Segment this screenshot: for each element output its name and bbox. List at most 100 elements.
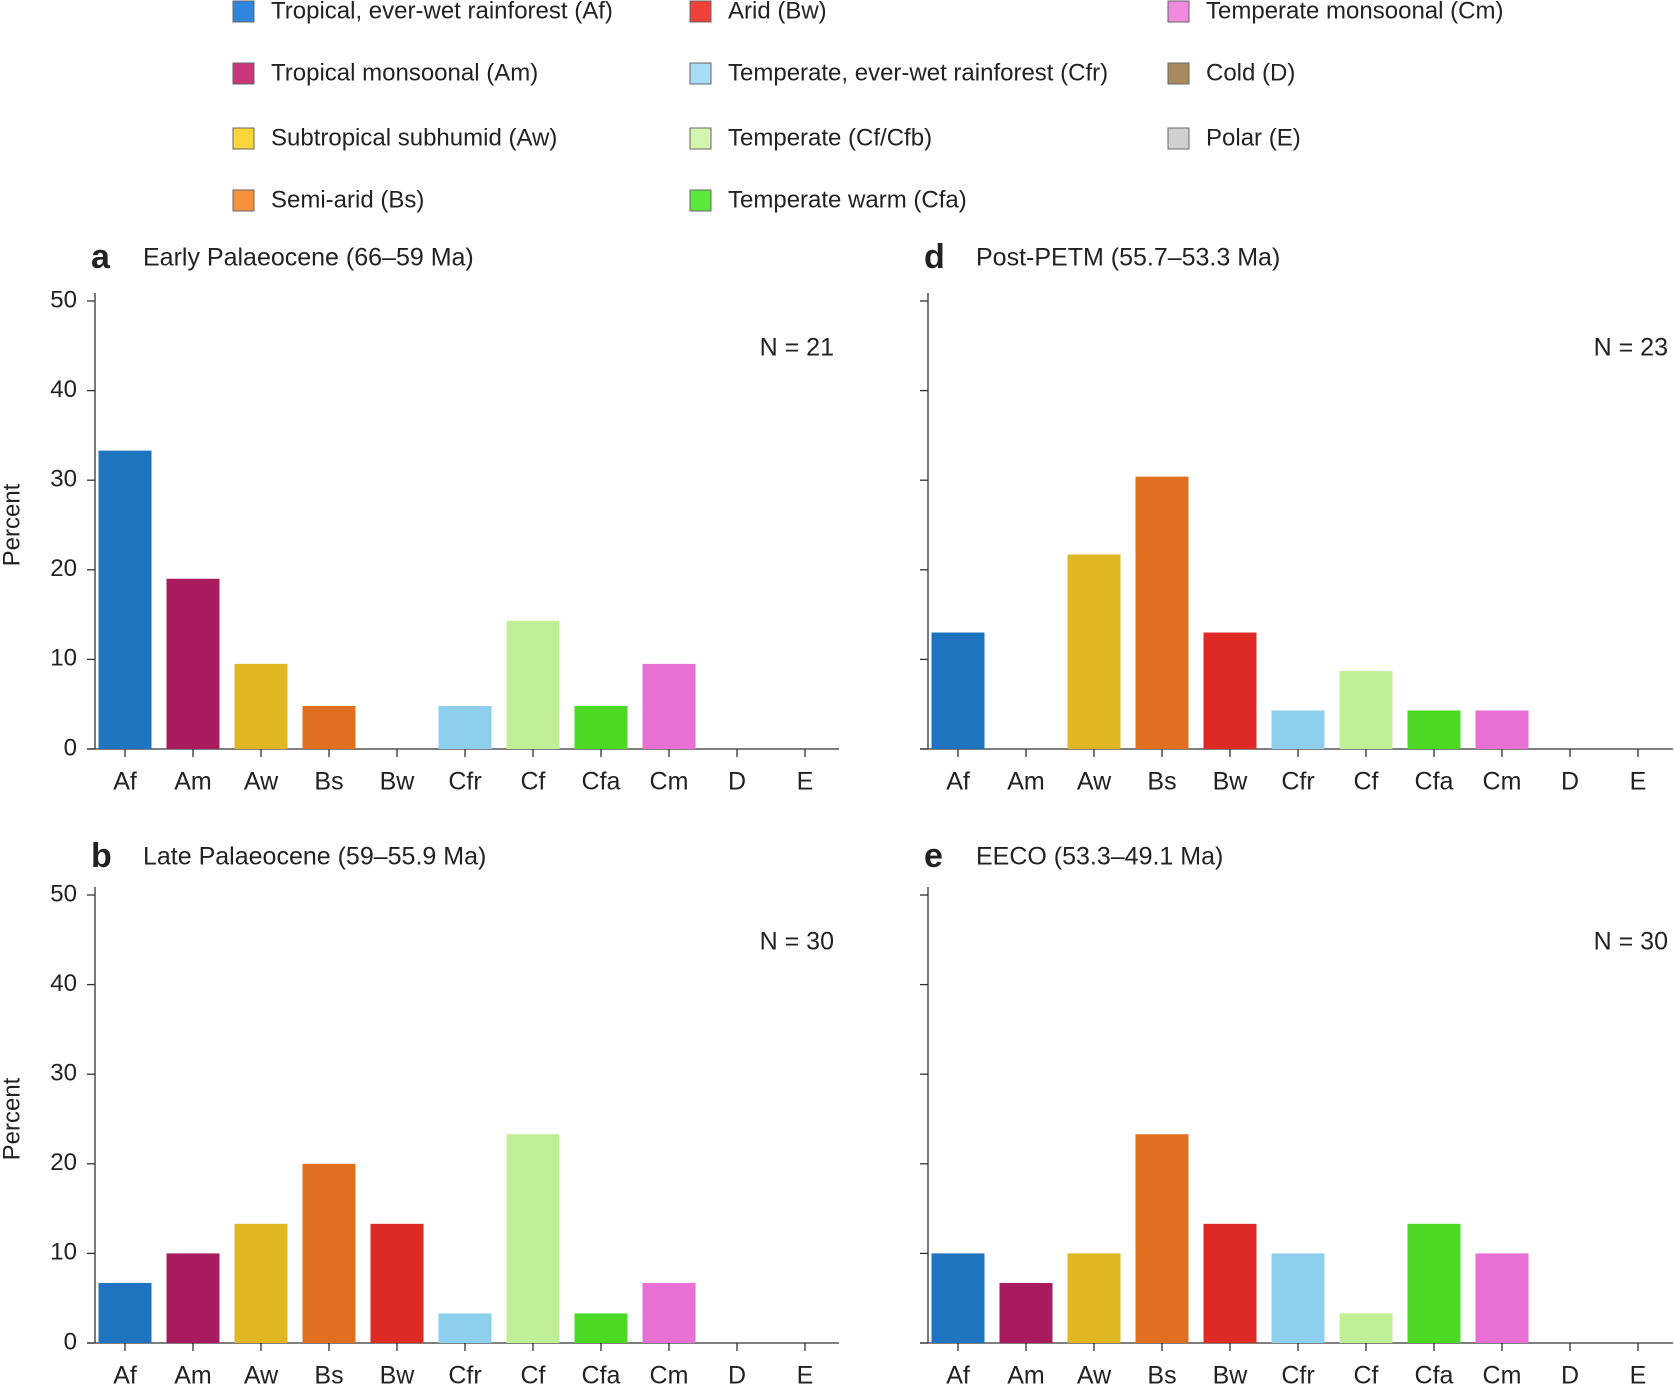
legend-swatch [1167, 127, 1190, 150]
x-tick-label: Af [946, 768, 970, 796]
bar [1203, 1223, 1257, 1343]
y-tick-label: 50 [50, 880, 77, 907]
x-tick-label: E [797, 768, 814, 796]
bar [642, 1282, 696, 1343]
x-tick-label: Aw [244, 1362, 279, 1390]
legend-swatch [689, 127, 712, 150]
bar [438, 1313, 492, 1343]
y-tick-label: 20 [50, 1149, 77, 1176]
panel-letter: e [924, 837, 943, 875]
bar [1135, 476, 1189, 749]
bar [302, 1163, 356, 1343]
x-tick-label: Bs [1147, 1362, 1176, 1390]
annotation: N = 23 [1594, 334, 1668, 362]
x-tick-label: Am [1007, 768, 1045, 796]
bar [1135, 1134, 1189, 1343]
bar [1271, 710, 1325, 749]
x-tick-label: Af [113, 1362, 137, 1390]
x-tick-label: Bw [380, 768, 416, 796]
bar [506, 1134, 560, 1343]
y-tick-label: 30 [50, 1060, 77, 1087]
panel-title: EECO (53.3–49.1 Ma) [976, 843, 1223, 871]
x-tick-label: E [1630, 768, 1647, 796]
legend-label: Subtropical subhumid (Aw) [271, 124, 557, 151]
x-tick-label: Bs [1147, 768, 1176, 796]
annotation: N = 30 [760, 928, 834, 956]
legend-label: Temperate, ever-wet rainforest (Cfr) [728, 59, 1108, 86]
x-tick-label: Cf [521, 768, 546, 796]
bar [574, 705, 628, 749]
bar [1407, 1223, 1461, 1343]
x-tick-label: D [728, 1362, 746, 1390]
y-tick-label: 10 [50, 1239, 77, 1266]
x-tick-label: D [728, 768, 746, 796]
y-tick-label: 0 [64, 734, 77, 761]
bar [1271, 1253, 1325, 1343]
y-tick-label: 20 [50, 555, 77, 582]
legend-label: Arid (Bw) [728, 0, 827, 24]
annotation: N = 30 [1594, 928, 1668, 956]
bar [642, 663, 696, 749]
x-tick-label: D [1561, 768, 1579, 796]
legend-swatch [689, 0, 712, 23]
x-tick-label: Am [1007, 1362, 1045, 1390]
x-tick-label: Cf [1354, 768, 1379, 796]
legend-swatch [1167, 62, 1190, 85]
panel-title: Post-PETM (55.7–53.3 Ma) [976, 244, 1280, 272]
bar [1067, 554, 1121, 749]
x-tick-label: Cfa [582, 768, 621, 796]
legend-swatch [1167, 0, 1190, 23]
bar [999, 1282, 1053, 1343]
x-tick-label: Aw [1077, 768, 1112, 796]
x-tick-label: Am [174, 768, 212, 796]
bar [506, 620, 560, 749]
x-tick-label: Bw [1213, 768, 1249, 796]
x-tick-label: Cm [1483, 768, 1522, 796]
x-tick-label: Af [113, 768, 137, 796]
bar [1475, 1253, 1529, 1343]
x-tick-label: Aw [1077, 1362, 1112, 1390]
x-tick-label: Cf [1354, 1362, 1379, 1390]
bar [370, 1223, 424, 1343]
legend-label: Semi-arid (Bs) [271, 186, 424, 213]
bar [438, 705, 492, 749]
bar [234, 663, 288, 749]
x-tick-label: Aw [244, 768, 279, 796]
y-tick-label: 40 [50, 376, 77, 403]
x-tick-label: Am [174, 1362, 212, 1390]
x-tick-label: Cfr [448, 768, 481, 796]
bar [166, 1253, 220, 1343]
legend-label: Polar (E) [1206, 124, 1301, 151]
x-tick-label: Cfa [582, 1362, 621, 1390]
legend-swatch [689, 189, 712, 212]
x-tick-label: Cfr [448, 1362, 481, 1390]
legend-swatch [232, 0, 255, 23]
x-tick-label: Cf [521, 1362, 546, 1390]
bar [98, 450, 152, 749]
x-tick-label: Cfr [1281, 1362, 1314, 1390]
x-tick-label: D [1561, 1362, 1579, 1390]
x-tick-label: Bs [314, 1362, 343, 1390]
legend-swatch [232, 127, 255, 150]
y-tick-label: 40 [50, 970, 77, 997]
bar [234, 1223, 288, 1343]
panel-letter: b [91, 837, 112, 875]
x-tick-label: Cfa [1415, 768, 1454, 796]
legend-label: Tropical monsoonal (Am) [271, 59, 538, 86]
bar [1475, 710, 1529, 749]
x-tick-label: Cm [650, 1362, 689, 1390]
y-tick-label: 50 [50, 286, 77, 313]
bar [574, 1313, 628, 1343]
legend-swatch [232, 189, 255, 212]
legend-label: Cold (D) [1206, 59, 1295, 86]
y-axis-label: Percent [0, 483, 25, 566]
panel-letter: d [924, 238, 945, 276]
legend-swatch [232, 62, 255, 85]
x-tick-label: Cm [1483, 1362, 1522, 1390]
x-tick-label: E [1630, 1362, 1647, 1390]
x-tick-label: Cm [650, 768, 689, 796]
x-tick-label: Af [946, 1362, 970, 1390]
y-tick-label: 0 [64, 1328, 77, 1355]
bar [1339, 671, 1393, 749]
